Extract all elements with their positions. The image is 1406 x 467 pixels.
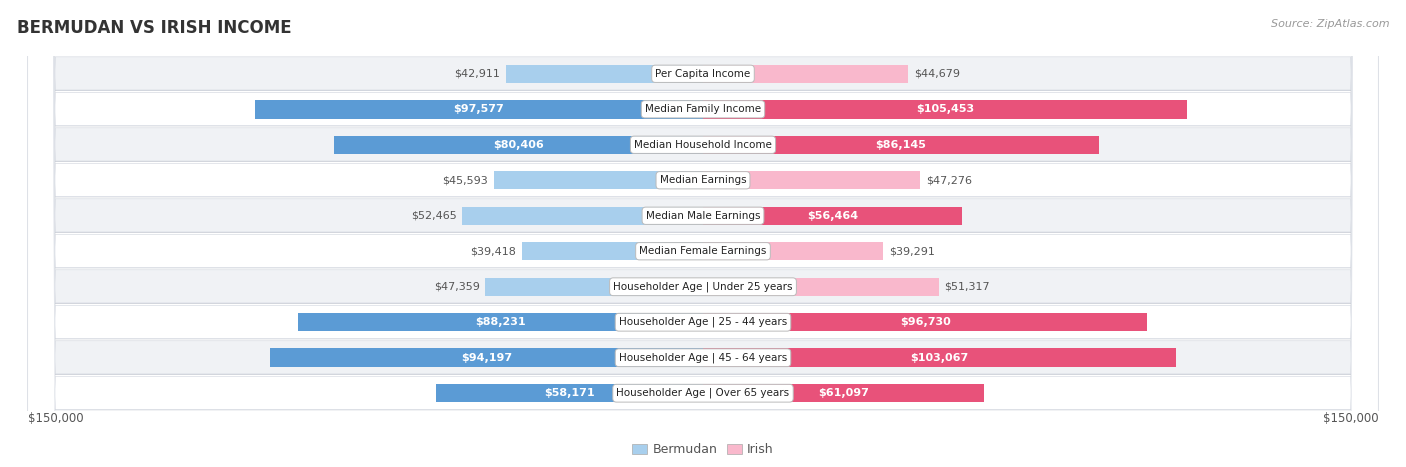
Text: $42,911: $42,911 bbox=[454, 69, 501, 79]
FancyBboxPatch shape bbox=[28, 0, 1378, 467]
Bar bbox=[703, 206, 962, 225]
Text: Householder Age | Under 25 years: Householder Age | Under 25 years bbox=[613, 282, 793, 292]
Bar bbox=[703, 384, 984, 403]
Bar bbox=[298, 313, 703, 332]
Text: Source: ZipAtlas.com: Source: ZipAtlas.com bbox=[1271, 19, 1389, 28]
Bar bbox=[703, 313, 1147, 332]
Bar bbox=[270, 348, 703, 367]
FancyBboxPatch shape bbox=[28, 0, 1378, 467]
Bar bbox=[436, 384, 703, 403]
Text: $96,730: $96,730 bbox=[900, 317, 950, 327]
FancyBboxPatch shape bbox=[28, 0, 1378, 467]
Bar bbox=[333, 135, 703, 154]
Text: Householder Age | 25 - 44 years: Householder Age | 25 - 44 years bbox=[619, 317, 787, 327]
FancyBboxPatch shape bbox=[28, 0, 1378, 467]
FancyBboxPatch shape bbox=[28, 0, 1378, 467]
FancyBboxPatch shape bbox=[28, 0, 1378, 467]
FancyBboxPatch shape bbox=[28, 0, 1378, 467]
Text: $150,000: $150,000 bbox=[28, 412, 83, 425]
FancyBboxPatch shape bbox=[28, 0, 1378, 467]
Bar bbox=[522, 242, 703, 261]
Bar bbox=[485, 277, 703, 296]
Text: Householder Age | 45 - 64 years: Householder Age | 45 - 64 years bbox=[619, 353, 787, 363]
Bar bbox=[703, 100, 1187, 119]
FancyBboxPatch shape bbox=[28, 0, 1378, 467]
FancyBboxPatch shape bbox=[28, 0, 1378, 467]
Legend: Bermudan, Irish: Bermudan, Irish bbox=[627, 439, 779, 461]
Text: $97,577: $97,577 bbox=[454, 104, 505, 114]
FancyBboxPatch shape bbox=[28, 0, 1378, 467]
Text: $44,679: $44,679 bbox=[914, 69, 960, 79]
Text: $39,291: $39,291 bbox=[889, 246, 935, 256]
Text: $61,097: $61,097 bbox=[818, 388, 869, 398]
Bar bbox=[494, 171, 703, 190]
FancyBboxPatch shape bbox=[28, 0, 1378, 467]
Text: $45,593: $45,593 bbox=[443, 175, 488, 185]
Text: $51,317: $51,317 bbox=[945, 282, 990, 292]
FancyBboxPatch shape bbox=[28, 0, 1378, 467]
Bar bbox=[463, 206, 703, 225]
Text: $86,145: $86,145 bbox=[876, 140, 927, 150]
FancyBboxPatch shape bbox=[28, 0, 1378, 467]
Text: Householder Age | Over 65 years: Householder Age | Over 65 years bbox=[616, 388, 790, 398]
Text: $58,171: $58,171 bbox=[544, 388, 595, 398]
FancyBboxPatch shape bbox=[28, 0, 1378, 467]
Text: Median Earnings: Median Earnings bbox=[659, 175, 747, 185]
Text: $150,000: $150,000 bbox=[1323, 412, 1378, 425]
FancyBboxPatch shape bbox=[28, 0, 1378, 467]
Text: BERMUDAN VS IRISH INCOME: BERMUDAN VS IRISH INCOME bbox=[17, 19, 291, 37]
Bar bbox=[703, 348, 1177, 367]
Bar bbox=[703, 171, 920, 190]
Bar bbox=[506, 64, 703, 83]
Text: $94,197: $94,197 bbox=[461, 353, 512, 363]
Text: Median Female Earnings: Median Female Earnings bbox=[640, 246, 766, 256]
Text: $39,418: $39,418 bbox=[471, 246, 516, 256]
Text: Per Capita Income: Per Capita Income bbox=[655, 69, 751, 79]
Text: Median Family Income: Median Family Income bbox=[645, 104, 761, 114]
Text: $52,465: $52,465 bbox=[411, 211, 457, 221]
Bar bbox=[703, 135, 1098, 154]
Bar bbox=[703, 64, 908, 83]
Text: $105,453: $105,453 bbox=[917, 104, 974, 114]
Bar bbox=[254, 100, 703, 119]
FancyBboxPatch shape bbox=[28, 0, 1378, 467]
Text: $103,067: $103,067 bbox=[911, 353, 969, 363]
Text: $80,406: $80,406 bbox=[494, 140, 544, 150]
Text: $47,359: $47,359 bbox=[434, 282, 479, 292]
Text: $56,464: $56,464 bbox=[807, 211, 858, 221]
FancyBboxPatch shape bbox=[28, 0, 1378, 467]
Text: $47,276: $47,276 bbox=[925, 175, 972, 185]
FancyBboxPatch shape bbox=[28, 0, 1378, 467]
Text: Median Male Earnings: Median Male Earnings bbox=[645, 211, 761, 221]
Bar bbox=[703, 242, 883, 261]
Text: Median Household Income: Median Household Income bbox=[634, 140, 772, 150]
Bar bbox=[703, 277, 939, 296]
Text: $88,231: $88,231 bbox=[475, 317, 526, 327]
FancyBboxPatch shape bbox=[28, 0, 1378, 467]
